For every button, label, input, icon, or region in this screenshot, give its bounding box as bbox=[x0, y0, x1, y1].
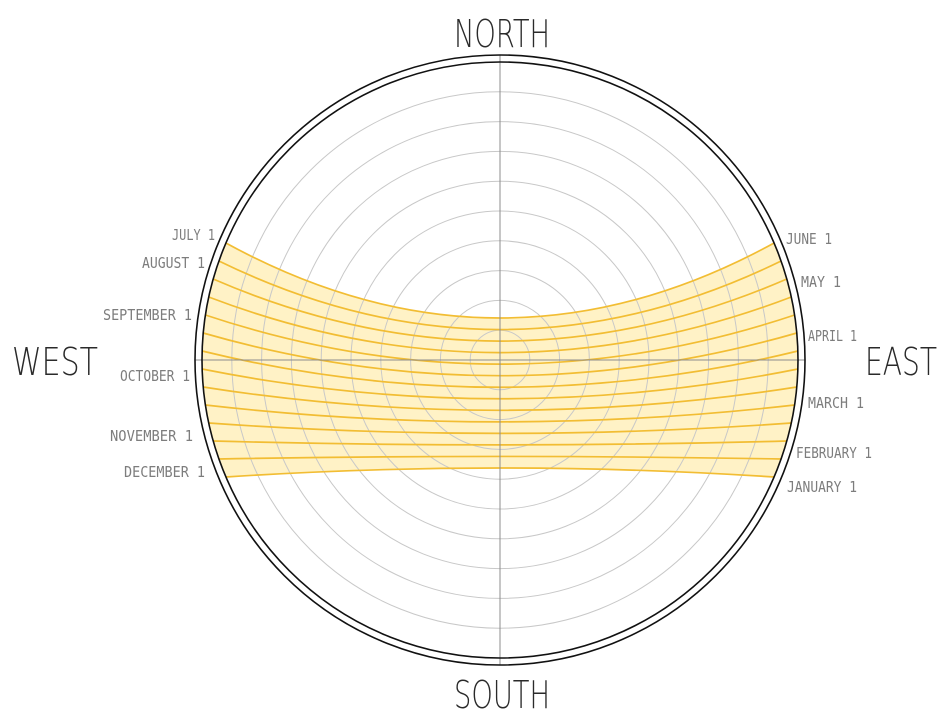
date-label-february: FEBRUARY 1 bbox=[796, 444, 872, 462]
horizon-inner-circle bbox=[201, 61, 799, 659]
date-label-august: AUGUST 1 bbox=[142, 254, 205, 272]
west-label: WEST bbox=[12, 340, 98, 384]
date-label-september: SEPTEMBER 1 bbox=[103, 306, 192, 324]
east-date-labels: JUNE 1 MAY 1 APRIL 1 MARCH 1 FEBRUARY 1 … bbox=[786, 230, 872, 496]
north-label: NORTH bbox=[454, 12, 550, 56]
date-label-november: NOVEMBER 1 bbox=[110, 427, 193, 445]
date-label-may: MAY 1 bbox=[801, 273, 841, 291]
east-label: EAST bbox=[865, 340, 937, 384]
date-label-october: OCTOBER 1 bbox=[120, 367, 190, 385]
south-label: SOUTH bbox=[454, 673, 550, 712]
date-label-march: MARCH 1 bbox=[808, 394, 864, 412]
horizon-outer-circle bbox=[194, 54, 806, 666]
date-label-april: APRIL 1 bbox=[808, 327, 857, 345]
date-label-july: JULY 1 bbox=[172, 226, 215, 244]
date-label-december: DECEMBER 1 bbox=[124, 463, 205, 481]
date-label-january: JANUARY 1 bbox=[787, 478, 857, 496]
date-label-june: JUNE 1 bbox=[786, 230, 832, 248]
west-date-labels: JULY 1 AUGUST 1 SEPTEMBER 1 OCTOBER 1 NO… bbox=[103, 226, 215, 481]
